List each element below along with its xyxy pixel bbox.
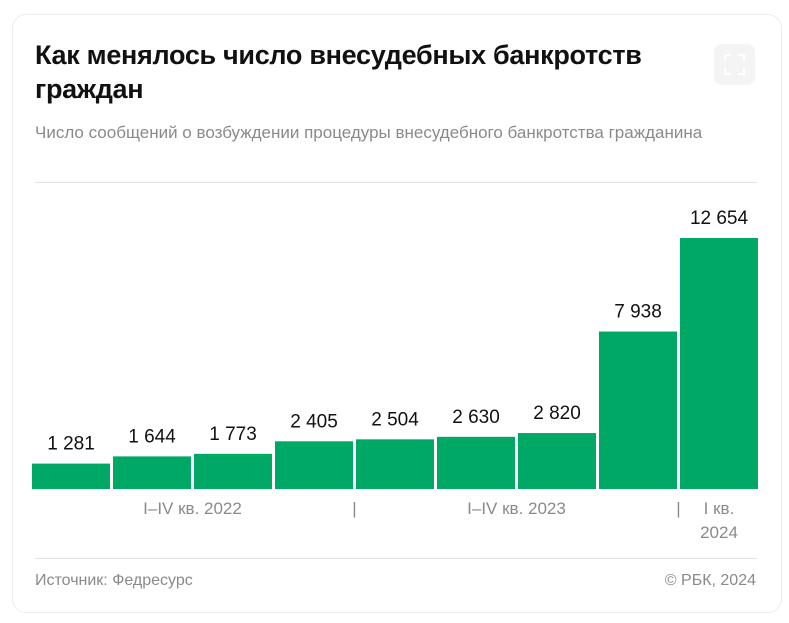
- bar-7: [599, 331, 677, 489]
- chart-subtitle: Число сообщений о возбуждении процедуры …: [35, 123, 703, 142]
- bar-1: [113, 456, 191, 489]
- chart-title: Как менялось число внесудебных банкротст…: [35, 40, 642, 104]
- group-label-2-line-1: 2024: [700, 523, 738, 542]
- group-label-1: I–IV кв. 2023: [467, 499, 566, 518]
- bar-2: [194, 453, 272, 489]
- data-label-6: 2 820: [533, 403, 581, 424]
- chart-card: [12, 14, 782, 613]
- copyright-note: © РБК, 2024: [664, 572, 756, 589]
- group-separator-0: |: [352, 499, 356, 518]
- data-label-8: 12 654: [690, 208, 749, 229]
- bottom-divider: [35, 558, 757, 559]
- bar-0: [32, 463, 110, 489]
- group-label-2-line-0: I кв.: [704, 499, 735, 518]
- bar-8: [680, 238, 758, 489]
- group-label-0: I–IV кв. 2022: [143, 499, 242, 518]
- data-label-3: 2 405: [290, 411, 338, 432]
- data-label-2: 1 773: [209, 424, 257, 445]
- group-separator-1: |: [676, 499, 680, 518]
- bar-chart: 1 281 1 644 1 773 2 405 2 504 2 630 2 820 7 938…: [32, 208, 758, 542]
- bar-5: [437, 436, 515, 489]
- data-label-5: 2 630: [452, 407, 500, 428]
- data-label-7: 7 938: [614, 302, 662, 323]
- bar-6: [518, 433, 596, 489]
- data-label-4: 2 504: [371, 409, 419, 430]
- source-note: Источник: Федресурс: [35, 572, 193, 589]
- bar-4: [356, 439, 434, 489]
- top-divider: [35, 182, 757, 183]
- data-label-0: 1 281: [47, 434, 95, 455]
- expand-icon: [724, 54, 745, 75]
- data-label-1: 1 644: [128, 426, 176, 447]
- bar-3: [275, 441, 353, 489]
- expand-button[interactable]: [714, 44, 755, 85]
